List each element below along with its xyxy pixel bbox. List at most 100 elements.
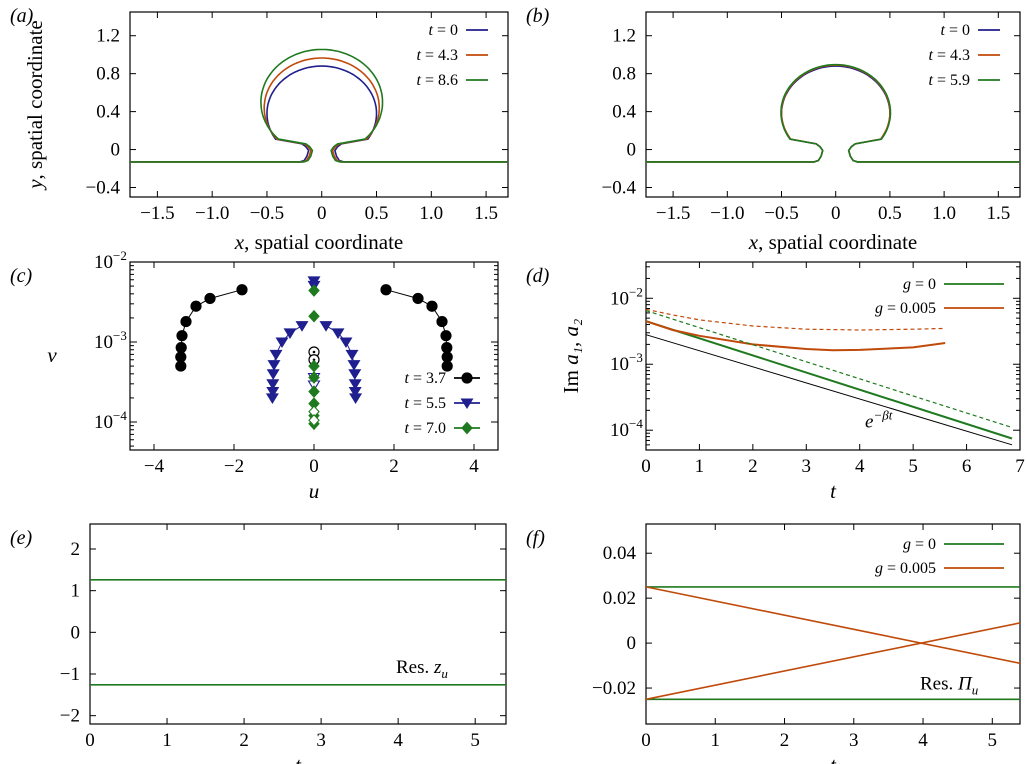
- y-tick-label: −1: [60, 664, 80, 685]
- data-point: [348, 379, 362, 390]
- data-point: [266, 369, 280, 380]
- interface-curve: [130, 65, 508, 163]
- legend-label: t = 5.5: [405, 395, 446, 412]
- x-tick-label: 2: [389, 456, 399, 477]
- data-point: [275, 337, 289, 349]
- panel-label: (a): [10, 5, 34, 27]
- x-tick-label: −0.5: [764, 203, 798, 224]
- data-point: [180, 315, 192, 328]
- x-tick-label: 2: [780, 730, 790, 751]
- x-tick-label: 0: [85, 730, 95, 751]
- panel-c: (c) −4 −2 0 2 4 10−4 10−3 10−2 u v t = 3.7 t = 5.5 t …: [10, 248, 499, 503]
- y-tick-label: −2: [60, 706, 80, 727]
- x-tick-label: 2: [748, 456, 758, 477]
- x-tick-label: 0: [641, 730, 651, 751]
- x-axis-label: t: [830, 479, 837, 503]
- data-point: [295, 321, 309, 332]
- y-tick-label: 0.02: [603, 588, 636, 609]
- x-tick-label: 1: [695, 456, 705, 477]
- data-point: [348, 387, 362, 398]
- panel-e: (e) 0 1 2 3 4 5 −2 −1 0 1 2 Res. zu t: [10, 523, 507, 764]
- data-point: [308, 413, 320, 427]
- x-tick-label: 1: [162, 730, 172, 751]
- panel-d: (d) 0 1 2 3 4 5 6 7 10−4 10−3 10−2 e−βt t Im a₁, a₂ g =…: [526, 261, 1025, 503]
- x-tick-label: 1: [711, 730, 721, 751]
- legend-label: t = 4.3: [929, 47, 970, 64]
- x-tick-label: −1.0: [710, 203, 744, 224]
- y-tick-label: 2: [71, 539, 81, 560]
- y-tick-label: −0.02: [592, 678, 636, 699]
- x-tick-label: 1.5: [474, 203, 498, 224]
- x-tick-label: 4: [855, 456, 865, 477]
- y-tick-label: 0.4: [612, 102, 636, 123]
- y-tick-label: 10−2: [94, 248, 127, 273]
- legend-label: t = 7.0: [405, 420, 446, 437]
- data-point: [440, 330, 452, 342]
- panel-1: (b) −1.5 −1.0 −0.5 0 0.5 1.0 1.5 −0.4 0 0.4 0.8 1.2 x…: [526, 5, 1021, 254]
- data-point: [436, 315, 448, 328]
- y-tick-label: 10−3: [610, 350, 643, 375]
- legend-label: g = 0: [903, 276, 936, 293]
- plot-frame: [645, 261, 1021, 451]
- x-tick-label: 0: [831, 203, 841, 224]
- y-axis-label: y, spatial coordinate: [23, 20, 47, 191]
- data-point: [308, 309, 320, 323]
- x-axis-label: t: [295, 753, 302, 764]
- data-point: [265, 393, 279, 404]
- data-point: [339, 337, 353, 349]
- x-axis-label: x, spatial coordinate: [748, 230, 918, 254]
- legend-label: t = 0: [429, 22, 458, 39]
- x-tick-label: 4: [469, 456, 479, 477]
- y-tick-label: 1: [71, 581, 81, 602]
- annotation: Res. zu: [396, 657, 448, 681]
- x-tick-label: 2: [239, 730, 249, 751]
- x-tick-label: 0: [309, 456, 319, 477]
- data-point: [190, 300, 202, 312]
- data-point: [266, 387, 280, 398]
- panel-label: (f): [526, 527, 545, 549]
- x-tick-label: −2: [224, 456, 244, 477]
- data-point: [380, 284, 392, 296]
- x-tick-label: 1.0: [932, 203, 956, 224]
- x-tick-label: 0: [317, 203, 327, 224]
- x-tick-label: −1.5: [656, 203, 690, 224]
- panel-label: (c): [10, 265, 33, 287]
- y-tick-label: 0: [71, 622, 81, 643]
- x-axis-label: t: [830, 753, 837, 764]
- data-point: [441, 360, 453, 372]
- panel-label: (d): [526, 265, 550, 287]
- data-point: [348, 369, 362, 380]
- x-tick-label: 1.0: [419, 203, 443, 224]
- plot-frame: [89, 523, 507, 725]
- x-tick-label: 3: [802, 456, 812, 477]
- y-tick-label: 10−4: [94, 408, 127, 433]
- data-point: [461, 421, 473, 435]
- legend-label: t = 5.9: [929, 72, 970, 89]
- x-tick-label: −1.5: [140, 203, 174, 224]
- y-tick-label: 1.2: [96, 26, 120, 47]
- data-point: [461, 372, 473, 384]
- x-tick-label: 4: [918, 730, 928, 751]
- x-tick-label: 1.5: [986, 203, 1010, 224]
- x-tick-label: 0: [641, 456, 651, 477]
- x-tick-label: 6: [962, 456, 972, 477]
- plot-frame: [645, 523, 1021, 725]
- legend-label: g = 0.005: [875, 300, 936, 317]
- y-tick-label: 10−4: [610, 416, 643, 441]
- interface-curve: [130, 57, 508, 163]
- data-point: [308, 385, 320, 398]
- legend-label: g = 0: [903, 536, 936, 553]
- data-point: [349, 393, 363, 404]
- series-line: [645, 622, 1021, 701]
- panel-label: (b): [526, 5, 550, 27]
- series-line: [645, 320, 946, 352]
- data-point: [347, 360, 361, 371]
- data-point: [412, 292, 424, 305]
- data-point: [175, 342, 187, 354]
- data-point: [236, 284, 248, 296]
- y-tick-label: 10−3: [94, 328, 127, 353]
- y-tick-label: 10−2: [610, 284, 643, 309]
- legend-label: t = 4.3: [417, 47, 458, 64]
- panel-f: (f) 0 1 2 3 4 5 −0.02 0 0.02 0.04 Res. Πu t g = 0 g = …: [526, 523, 1021, 764]
